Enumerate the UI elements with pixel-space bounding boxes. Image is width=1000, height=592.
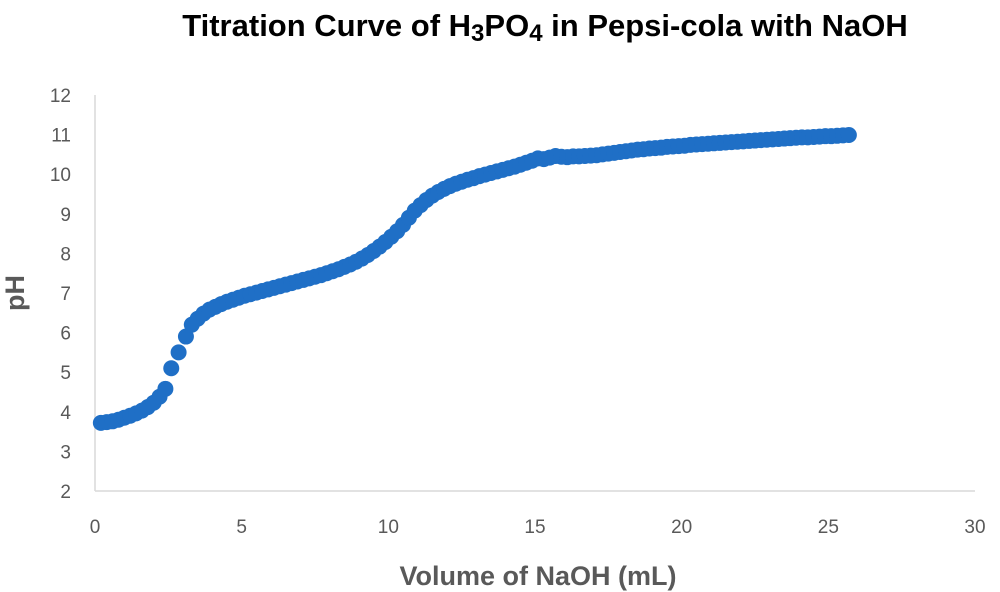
y-tick-label: 4 <box>60 403 71 424</box>
y-tick-label: 12 <box>50 86 71 107</box>
data-point <box>163 360 180 377</box>
chart-title-part: Titration Curve of H <box>182 8 472 43</box>
y-tick-label: 9 <box>60 205 71 226</box>
y-tick-labels: 2 3 4 5 6 7 8 9 10 11 12 <box>50 86 72 503</box>
chart-title-part: 4 <box>529 20 543 47</box>
x-tick-label: 0 <box>90 517 101 538</box>
data-point <box>840 126 857 143</box>
chart-title: Titration Curve of H3PO4 in Pepsi-cola w… <box>0 6 1000 46</box>
data-point <box>157 380 174 397</box>
y-axis-title: pH <box>0 275 30 311</box>
y-tick-label: 7 <box>60 284 71 305</box>
chart-title-part: 3 <box>471 20 485 47</box>
data-point <box>170 344 187 361</box>
data-points <box>92 126 857 431</box>
y-tick-label: 10 <box>50 165 71 186</box>
y-tick-label: 3 <box>60 442 71 463</box>
x-tick-label: 5 <box>236 517 247 538</box>
x-tick-label: 30 <box>964 517 985 538</box>
data-point <box>177 328 194 345</box>
x-tick-label: 20 <box>671 517 692 538</box>
x-tick-labels: 0 5 10 15 20 25 30 <box>90 517 986 538</box>
x-tick-label: 15 <box>524 517 545 538</box>
y-tick-label: 5 <box>60 363 71 384</box>
x-axis-title: Volume of NaOH (mL) <box>399 561 676 591</box>
y-tick-label: 6 <box>60 324 71 345</box>
x-tick-label: 10 <box>378 517 399 538</box>
chart-title-part: PO <box>484 8 530 43</box>
y-tick-label: 2 <box>60 482 71 503</box>
y-tick-label: 11 <box>51 126 71 147</box>
y-tick-label: 8 <box>60 244 71 265</box>
chart-title-part: in Pepsi-cola with NaOH <box>542 8 908 43</box>
x-tick-label: 25 <box>818 517 839 538</box>
